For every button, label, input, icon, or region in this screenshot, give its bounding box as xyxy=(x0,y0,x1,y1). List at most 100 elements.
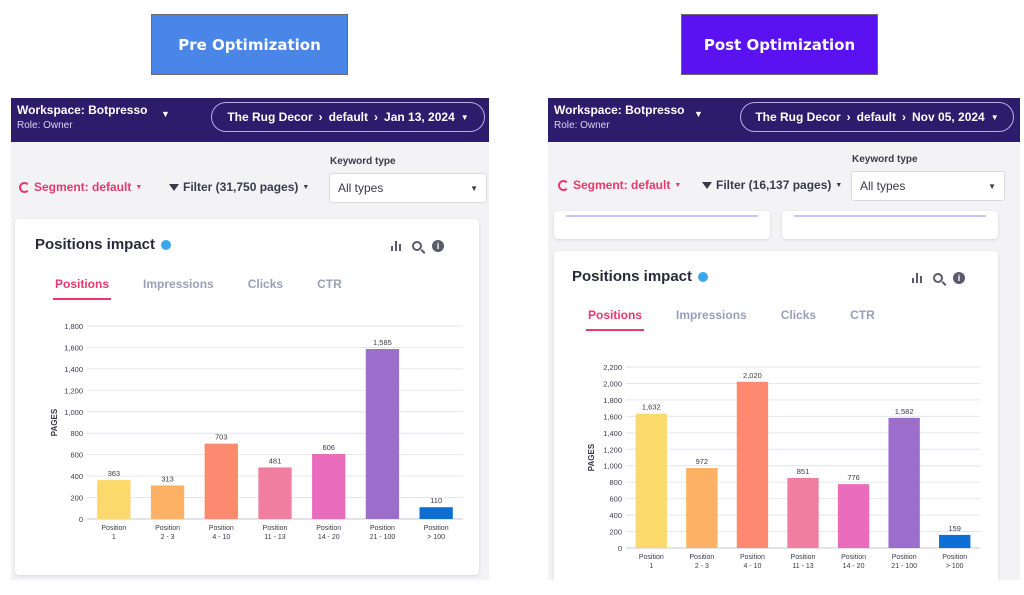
workspace-dropdown-icon[interactable]: ▼ xyxy=(161,109,170,119)
chevron-down-icon[interactable]: ▼ xyxy=(470,184,478,193)
keyword-type-value[interactable]: All types xyxy=(860,179,906,193)
filter-label[interactable]: Filter (31,750 pages) xyxy=(183,180,299,194)
chevron-right-icon: › xyxy=(318,110,323,124)
chevron-down-icon[interactable]: ▼ xyxy=(988,182,996,191)
chart-type-icon[interactable] xyxy=(391,241,402,251)
zoom-icon[interactable] xyxy=(412,241,422,251)
chevron-down-icon[interactable]: ▼ xyxy=(460,112,469,122)
keyword-type-select[interactable]: All types ▼ xyxy=(329,173,487,203)
zoom-icon[interactable] xyxy=(933,273,943,283)
pre-optimization-banner: Pre Optimization xyxy=(151,14,348,75)
x-tick-label: Position xyxy=(155,525,180,532)
chevron-right-icon: › xyxy=(374,110,379,124)
y-tick-label: 1,000 xyxy=(603,462,622,471)
workspace-name[interactable]: Workspace: Botpresso xyxy=(554,103,685,117)
top-navigation-bar: Workspace: Botpresso Role: Owner ▼ The R… xyxy=(11,98,489,142)
keyword-type-select[interactable]: All types ▼ xyxy=(851,171,1005,201)
workspace-dropdown-icon[interactable]: ▼ xyxy=(694,109,703,119)
project-breadcrumb[interactable]: The Rug Decor › default › Nov 05, 2024 ▼ xyxy=(740,102,1014,132)
segment-label[interactable]: Segment: default xyxy=(573,178,671,192)
tab-positions[interactable]: Positions xyxy=(52,277,112,300)
breadcrumb-site[interactable]: The Rug Decor xyxy=(227,110,313,124)
x-tick-label: Position xyxy=(892,554,917,561)
workspace-role: Role: Owner xyxy=(554,120,610,131)
info-icon[interactable]: i xyxy=(432,240,444,252)
x-tick-label: Position xyxy=(841,554,866,561)
chart-toolbar: i xyxy=(391,240,444,252)
tab-impressions[interactable]: Impressions xyxy=(676,308,747,322)
bar-value-label: 776 xyxy=(847,473,860,482)
bar-7 xyxy=(939,534,971,548)
chevron-down-icon[interactable]: ▼ xyxy=(835,181,843,189)
tab-ctr[interactable]: CTR xyxy=(850,308,875,322)
x-tick-sublabel: 2 - 3 xyxy=(695,563,709,570)
positions-bar-chart: PAGES 0 200 400 600 800 1,000 1,200 1,400 1,600 1,… xyxy=(50,322,463,541)
segment-selector[interactable]: Segment: default ▼ xyxy=(558,178,681,192)
info-icon[interactable] xyxy=(161,239,172,250)
breadcrumb-date[interactable]: Jan 13, 2024 xyxy=(384,110,455,124)
breadcrumb-branch[interactable]: default xyxy=(856,110,897,124)
segment-label[interactable]: Segment: default xyxy=(34,180,132,194)
filter-bar: Segment: default ▼ Filter (16,137 pages)… xyxy=(548,142,1020,214)
x-tick-sublabel: 4 - 10 xyxy=(212,534,230,541)
bar-value-label: 363 xyxy=(108,469,121,478)
y-tick-label: 1,600 xyxy=(64,343,83,352)
info-icon[interactable]: i xyxy=(953,272,965,284)
y-tick-label: 2,000 xyxy=(603,379,622,388)
tab-clicks[interactable]: Clicks xyxy=(780,308,817,322)
tab-impressions[interactable]: Impressions xyxy=(143,277,214,291)
segment-selector[interactable]: Segment: default ▼ xyxy=(19,180,142,194)
breadcrumb-site[interactable]: The Rug Decor xyxy=(755,110,841,124)
project-breadcrumb[interactable]: The Rug Decor › default › Jan 13, 2024 ▼ xyxy=(211,102,485,132)
info-icon[interactable] xyxy=(698,271,709,282)
filter-button[interactable]: Filter (31,750 pages) ▼ xyxy=(169,180,309,194)
chevron-right-icon: › xyxy=(902,110,907,124)
y-tick-label: 1,200 xyxy=(603,445,622,454)
y-tick-label: 400 xyxy=(609,511,622,520)
chevron-right-icon: › xyxy=(846,110,851,124)
bar-value-label: 851 xyxy=(797,467,810,476)
y-axis-label: PAGES xyxy=(50,408,59,436)
tab-clicks[interactable]: Clicks xyxy=(247,277,284,291)
breadcrumb-date[interactable]: Nov 05, 2024 xyxy=(912,110,985,124)
breadcrumb-branch[interactable]: default xyxy=(328,110,369,124)
chevron-down-icon[interactable]: ▼ xyxy=(990,112,999,122)
bar-6 xyxy=(365,349,400,519)
bar-4 xyxy=(258,467,292,519)
positions-impact-card: Positions impact i Positions Impressions C… xyxy=(15,219,479,575)
chart-type-icon[interactable] xyxy=(912,273,923,283)
x-tick-sublabel: 14 - 20 xyxy=(318,534,340,541)
metric-tabs: Positions Impressions Clicks CTR xyxy=(52,277,342,300)
card-title-text: Positions impact xyxy=(572,268,693,285)
chevron-down-icon[interactable]: ▼ xyxy=(674,181,682,189)
y-tick-label: 1,800 xyxy=(603,396,622,405)
bar-2 xyxy=(686,468,718,548)
y-tick-label: 600 xyxy=(70,451,83,460)
bar-6 xyxy=(888,417,920,548)
positions-impact-card: Positions impact i Positions Impressions C… xyxy=(554,251,998,580)
chevron-down-icon[interactable]: ▼ xyxy=(302,183,310,191)
x-tick-label: Position xyxy=(209,525,234,532)
filter-button[interactable]: Filter (16,137 pages) ▼ xyxy=(702,178,842,192)
bar-3 xyxy=(204,443,238,519)
bar-3 xyxy=(736,381,769,548)
x-tick-sublabel: 1 xyxy=(112,534,116,541)
post-dashboard-panel: Workspace: Botpresso Role: Owner ▼ The R… xyxy=(548,98,1020,580)
keyword-type-label: Keyword type xyxy=(330,156,396,167)
keyword-type-value[interactable]: All types xyxy=(338,181,384,195)
bar-1 xyxy=(635,413,667,548)
tab-positions[interactable]: Positions xyxy=(585,308,645,331)
y-tick-label: 1,400 xyxy=(64,365,83,374)
tab-ctr[interactable]: CTR xyxy=(317,277,342,291)
card-title: Positions impact xyxy=(35,236,172,253)
y-tick-label: 1,800 xyxy=(64,322,83,331)
workspace-name[interactable]: Workspace: Botpresso xyxy=(17,103,148,117)
bar-value-label: 972 xyxy=(696,457,709,466)
bar-2 xyxy=(150,485,185,519)
segment-icon xyxy=(558,179,569,191)
filter-label[interactable]: Filter (16,137 pages) xyxy=(716,178,832,192)
chevron-down-icon[interactable]: ▼ xyxy=(135,183,143,191)
x-tick-label: Position xyxy=(942,554,967,561)
bar-7 xyxy=(419,507,453,519)
